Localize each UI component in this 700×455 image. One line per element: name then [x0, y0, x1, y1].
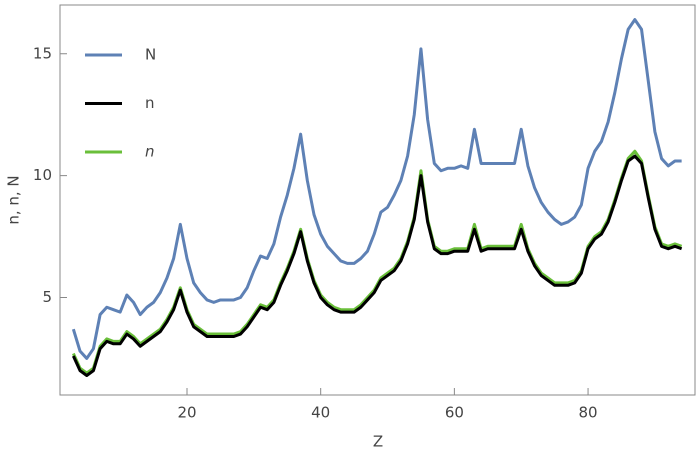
legend-label: n	[145, 94, 155, 112]
y-tick-label: 5	[42, 288, 52, 306]
x-tick-label: 20	[177, 404, 196, 422]
y-axis-label: n, n, N	[5, 175, 23, 224]
y-tick-label: 10	[33, 166, 52, 184]
y-tick-label: 15	[33, 44, 52, 62]
series-line	[71, 18, 682, 360]
x-axis-label: Z	[373, 433, 383, 451]
x-tick-label: 80	[579, 404, 598, 422]
x-tick-label: 40	[311, 404, 330, 422]
series-line	[72, 154, 683, 377]
x-tick-label: 60	[445, 404, 464, 422]
series-line	[72, 149, 683, 375]
plot-frame	[59, 4, 696, 396]
legend-label: N	[145, 46, 156, 64]
legend-label: n	[145, 143, 155, 161]
